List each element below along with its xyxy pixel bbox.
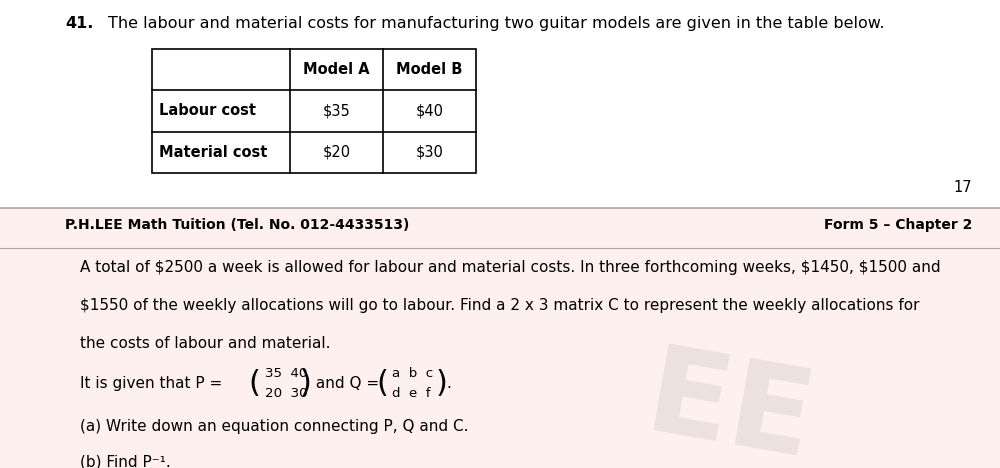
FancyBboxPatch shape <box>0 208 1000 468</box>
Text: and Q =: and Q = <box>311 376 379 391</box>
Text: $1550 of the weekly allocations will go to labour. Find a 2 x 3 matrix C to repr: $1550 of the weekly allocations will go … <box>80 298 920 313</box>
Text: (: ( <box>248 369 260 398</box>
Text: $20: $20 <box>322 145 351 160</box>
Text: Form 5 – Chapter 2: Form 5 – Chapter 2 <box>824 218 972 232</box>
FancyBboxPatch shape <box>152 49 476 173</box>
Text: .: . <box>446 376 451 391</box>
Text: P.H.LEE Math Tuition (Tel. No. 012-4433513): P.H.LEE Math Tuition (Tel. No. 012-44335… <box>65 218 409 232</box>
Text: the costs of labour and material.: the costs of labour and material. <box>80 336 330 351</box>
Text: 17: 17 <box>953 180 972 195</box>
Text: (: ( <box>376 369 388 398</box>
Text: d  e  f: d e f <box>392 387 431 400</box>
Text: $35: $35 <box>323 103 350 118</box>
Text: The labour and material costs for manufacturing two guitar models are given in t: The labour and material costs for manufa… <box>108 16 885 31</box>
Text: (b) Find P⁻¹.: (b) Find P⁻¹. <box>80 454 171 468</box>
Text: $30: $30 <box>416 145 443 160</box>
Text: 35  40: 35 40 <box>265 367 307 380</box>
Text: Material cost: Material cost <box>159 145 267 160</box>
Text: EE: EE <box>638 340 822 468</box>
FancyBboxPatch shape <box>0 0 1000 208</box>
Text: ): ) <box>436 369 448 398</box>
Text: ): ) <box>300 369 312 398</box>
Text: $40: $40 <box>416 103 444 118</box>
Text: Model B: Model B <box>396 62 463 77</box>
Text: It is given that P =: It is given that P = <box>80 376 222 391</box>
Text: (a) Write down an equation connecting P, Q and C.: (a) Write down an equation connecting P,… <box>80 419 468 434</box>
Text: 41.: 41. <box>65 16 93 31</box>
Text: a  b  c: a b c <box>392 367 433 380</box>
Text: Model A: Model A <box>303 62 370 77</box>
Text: Labour cost: Labour cost <box>159 103 256 118</box>
Text: A total of $2500 a week is allowed for labour and material costs. In three forth: A total of $2500 a week is allowed for l… <box>80 260 941 275</box>
Text: 20  30: 20 30 <box>265 387 308 400</box>
